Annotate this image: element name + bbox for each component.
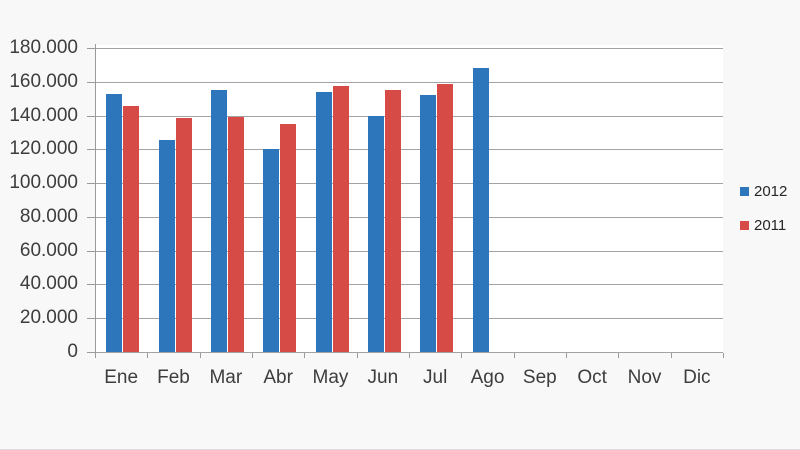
bar-2012	[472, 68, 489, 352]
x-axis-label: Nov	[627, 367, 662, 388]
y-axis-label: 40.000	[19, 273, 78, 295]
legend-swatch-2012	[740, 187, 749, 196]
x-axis-tick	[618, 353, 620, 358]
bar-2012	[420, 95, 437, 352]
bar-2011	[227, 117, 244, 352]
gridline	[95, 115, 723, 117]
bar-2011	[437, 84, 454, 352]
x-axis-label: Dic	[683, 367, 711, 388]
y-axis-label: 160.000	[9, 70, 78, 92]
y-axis-tick	[87, 216, 95, 218]
gridline	[95, 81, 723, 83]
bar-2011	[332, 86, 349, 352]
legend-item-2011: 2011	[740, 217, 787, 234]
bar-2012	[106, 93, 123, 352]
gridline	[95, 250, 723, 252]
y-axis-tick	[87, 318, 95, 320]
x-axis-label: Ene	[104, 367, 139, 388]
y-axis-tick	[87, 81, 95, 83]
x-axis-tick	[409, 353, 410, 358]
y-axis-label: 20.000	[19, 307, 78, 329]
bar-2012	[158, 140, 175, 352]
x-axis-label: Ago	[470, 367, 505, 388]
y-axis-tick	[87, 115, 95, 117]
gridline	[95, 352, 723, 353]
gridline	[95, 183, 723, 185]
x-axis-tick	[147, 353, 149, 358]
plot-background	[95, 45, 723, 352]
y-axis-label: 0	[67, 341, 78, 362]
x-axis-label: Jul	[423, 367, 448, 388]
y-axis-tick	[87, 352, 95, 353]
x-axis-tick	[199, 353, 201, 358]
x-axis-label: Sep	[522, 367, 557, 388]
legend-label: 2012	[754, 183, 788, 200]
legend-label: 2011	[754, 217, 787, 234]
chart-legend: 2012 2011	[740, 183, 787, 234]
y-axis-label: 140.000	[9, 104, 78, 126]
x-axis-tick	[513, 353, 515, 358]
y-axis-label: 120.000	[9, 138, 78, 160]
x-axis-label: Oct	[577, 367, 607, 388]
bar-2011	[384, 90, 401, 352]
legend-item-2012: 2012	[740, 183, 787, 200]
y-axis-tick	[87, 48, 95, 49]
x-axis-label: Jun	[367, 367, 399, 388]
gridline	[95, 318, 723, 320]
y-axis-label: 100.000	[9, 172, 78, 194]
y-axis-tick	[87, 284, 95, 286]
x-axis-tick	[723, 353, 724, 358]
x-axis-label: May	[312, 367, 349, 388]
y-axis-label: 60.000	[19, 239, 78, 261]
y-axis-line	[95, 44, 96, 357]
bar-2012	[315, 91, 332, 352]
bar-2011	[123, 106, 140, 352]
bar-2012	[210, 90, 227, 352]
gridline	[95, 284, 723, 286]
bar-2011	[280, 124, 297, 352]
gridline	[95, 149, 723, 151]
x-axis-tick	[252, 353, 253, 358]
x-axis-label: Abr	[263, 367, 293, 388]
y-axis-label: 80.000	[19, 205, 78, 227]
x-axis-tick	[356, 353, 358, 358]
x-axis-label: Mar	[209, 367, 243, 388]
gridline	[95, 48, 723, 49]
x-axis-tick	[461, 353, 463, 358]
gridline	[95, 216, 723, 218]
x-axis-label: Feb	[157, 367, 190, 388]
bar-2011	[175, 118, 192, 352]
bar-2012	[263, 149, 280, 352]
y-axis-tick	[87, 183, 95, 185]
x-axis-tick	[95, 353, 96, 358]
y-axis-tick	[87, 250, 95, 252]
bar-2012	[367, 115, 384, 352]
x-axis-tick	[304, 353, 306, 358]
legend-swatch-2011	[740, 221, 749, 230]
y-axis-tick	[87, 149, 95, 151]
x-axis-tick	[670, 353, 672, 358]
x-axis-tick	[566, 353, 567, 358]
y-axis-label: 180.000	[9, 37, 78, 58]
